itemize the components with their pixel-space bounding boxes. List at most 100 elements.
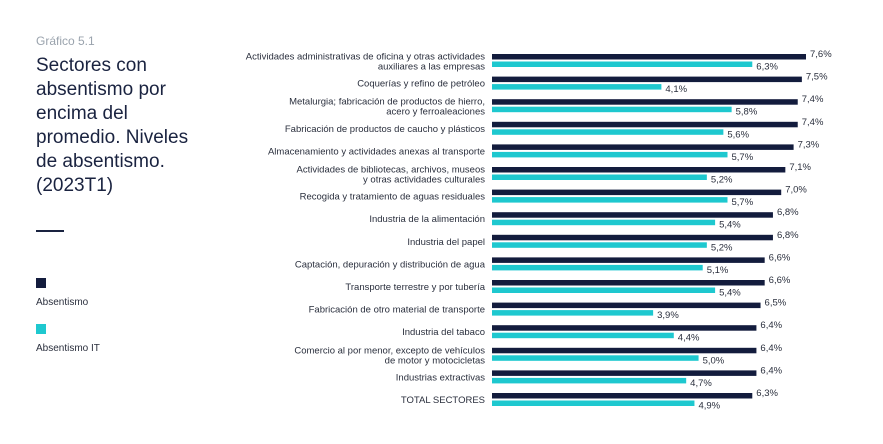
value-label-absentismo: 6,4% <box>760 320 782 331</box>
bar-absentismo-it <box>492 287 716 293</box>
value-label-absentismo-it: 4,9% <box>698 401 720 412</box>
value-label-absentismo: 6,4% <box>760 365 782 376</box>
category-label: Metalurgia; fabricación de productos de … <box>289 97 485 118</box>
category-label: Actividades de bibliotecas, archivos, mu… <box>296 165 485 186</box>
bar-absentismo <box>492 99 798 105</box>
bar-absentismo <box>492 167 786 173</box>
value-label-absentismo-it: 5,6% <box>727 129 749 140</box>
value-label-absentismo-it: 4,1% <box>665 84 687 95</box>
value-label-absentismo: 7,1% <box>789 162 811 173</box>
value-label-absentismo-it: 5,8% <box>736 107 758 118</box>
value-label-absentismo: 6,8% <box>777 207 799 218</box>
bar-absentismo-it <box>492 310 654 316</box>
value-label-absentismo: 6,8% <box>777 230 799 241</box>
bar-absentismo-it <box>492 219 716 226</box>
value-label-absentismo-it: 3,9% <box>657 310 679 321</box>
category-label: Transporte terrestre y por tubería <box>345 282 485 293</box>
value-label-absentismo: 7,6% <box>810 49 832 60</box>
bar-absentismo <box>492 54 806 60</box>
value-label-absentismo: 7,3% <box>798 139 820 150</box>
value-label-absentismo-it: 5,2% <box>711 175 733 186</box>
bar-absentismo <box>492 76 802 83</box>
category-label-line: Comercio al por menor, excepto de vehícu… <box>294 345 485 356</box>
legend-swatch-absentismo <box>36 278 46 288</box>
legend-item-absentismo-it: Absentismo IT <box>36 324 100 356</box>
legend: Absentismo Absentismo IT <box>36 278 100 370</box>
category-label: Fabricación de otro material de transpor… <box>309 305 485 316</box>
bar-absentismo <box>492 325 757 331</box>
chart-kicker: Gráfico 5.1 <box>36 34 95 48</box>
category-label-line: de motor y motocicletas <box>385 355 486 366</box>
bar-absentismo-it <box>492 151 728 158</box>
legend-item-absentismo: Absentismo <box>36 278 100 310</box>
value-label-absentismo: 7,4% <box>802 94 824 105</box>
category-label: Almacenamiento y actividades anexas al t… <box>268 146 485 157</box>
category-label: Comercio al por menor, excepto de vehícu… <box>294 345 485 366</box>
bar-absentismo-it <box>492 106 732 113</box>
category-label: Captación, depuración y distribución de … <box>295 259 486 270</box>
value-label-absentismo: 7,5% <box>806 72 828 83</box>
value-label-absentismo: 6,6% <box>769 275 791 286</box>
category-label: Industria de la alimentación <box>369 214 485 225</box>
value-label-absentismo-it: 5,0% <box>703 355 725 366</box>
category-label: Recogida y tratamiento de aguas residual… <box>300 192 486 203</box>
bar-absentismo-it <box>492 84 662 90</box>
bar-absentismo <box>492 234 773 241</box>
value-label-absentismo-it: 5,4% <box>719 288 741 299</box>
bar-absentismo-it <box>492 129 724 135</box>
bar-absentismo-it <box>492 332 674 339</box>
value-label-absentismo-it: 4,7% <box>690 378 712 389</box>
category-label: Industrias extractivas <box>396 372 485 383</box>
legend-label-absentismo-it: Absentismo IT <box>36 343 100 354</box>
bar-absentismo <box>492 257 765 263</box>
category-label: Industria del tabaco <box>402 327 485 338</box>
bar-absentismo-it <box>492 400 695 406</box>
bar-absentismo <box>492 393 753 399</box>
category-label-line: y otras actividades culturales <box>363 175 485 186</box>
bar-absentismo <box>492 370 757 376</box>
value-label-absentismo-it: 5,4% <box>719 220 741 231</box>
value-label-absentismo: 6,5% <box>765 298 787 309</box>
value-label-absentismo: 6,4% <box>760 343 782 354</box>
value-label-absentismo-it: 5,1% <box>707 265 729 276</box>
category-label-line: acero y ferroaleaciones <box>386 107 485 118</box>
category-label: Coquerías y refino de petróleo <box>357 79 485 90</box>
value-label-absentismo: 7,0% <box>785 185 807 196</box>
category-label-line: Actividades de bibliotecas, archivos, mu… <box>296 165 485 176</box>
bar-absentismo <box>492 144 794 150</box>
category-label-line: auxiliares a las empresas <box>378 62 485 73</box>
bar-absentismo <box>492 212 773 218</box>
value-label-absentismo-it: 5,7% <box>732 152 754 163</box>
bar-absentismo <box>492 280 765 286</box>
bar-absentismo-it <box>492 355 699 361</box>
category-label-line: Actividades administrativas de oficina y… <box>246 52 485 63</box>
bar-absentismo-it <box>492 377 687 384</box>
value-label-absentismo-it: 6,3% <box>756 62 778 73</box>
value-label-absentismo: 6,3% <box>756 388 778 399</box>
bar-absentismo-it <box>492 197 728 203</box>
bar-absentismo <box>492 302 761 309</box>
title-panel: Gráfico 5.1 Sectores con absentismo por … <box>36 34 196 232</box>
category-label: Fabricación de productos de caucho y plá… <box>285 124 485 135</box>
category-label: Actividades administrativas de oficina y… <box>246 52 485 73</box>
bar-absentismo-it <box>492 174 707 180</box>
category-label: Industria del papel <box>407 237 485 248</box>
value-label-absentismo: 7,4% <box>802 117 824 128</box>
chart-title: Sectores con absentismo por encima del p… <box>36 55 189 196</box>
legend-swatch-absentismo-it <box>36 324 46 334</box>
category-label: TOTAL SECTORES <box>401 395 485 406</box>
value-label-absentismo-it: 5,7% <box>732 197 754 208</box>
category-label-line: Metalurgia; fabricación de productos de … <box>289 97 485 108</box>
title-divider <box>36 230 64 232</box>
bar-absentismo-it <box>492 264 703 271</box>
bar-absentismo <box>492 189 782 196</box>
bar-absentismo <box>492 121 798 128</box>
bar-absentismo <box>492 347 757 354</box>
legend-label-absentismo: Absentismo <box>36 297 89 308</box>
value-label-absentismo: 6,6% <box>769 252 791 263</box>
value-label-absentismo-it: 4,4% <box>678 333 700 344</box>
bar-absentismo-it <box>492 242 707 248</box>
bar-absentismo-it <box>492 61 753 67</box>
value-label-absentismo-it: 5,2% <box>711 242 733 253</box>
